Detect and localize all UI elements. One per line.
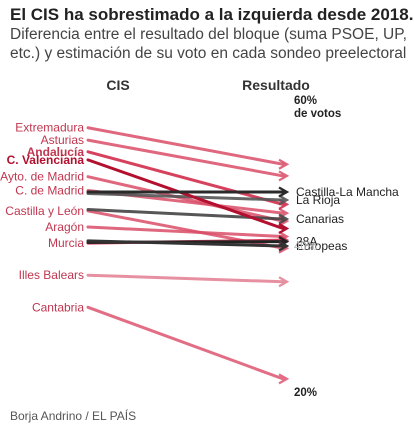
slope-line-ayto-de-madrid <box>86 175 285 223</box>
series-label-andalucia: Andalucía <box>27 145 85 159</box>
series-label-castilla-la-mancha: Castilla-La Mancha <box>296 185 399 199</box>
arrowhead-c-valenciana <box>278 223 290 234</box>
chart-title: El CIS ha sobrestimado a la izquierda de… <box>10 5 414 24</box>
series-label-cantabria: Cantabria <box>32 300 84 314</box>
chart-subtitle: Diferencia entre el resultado del bloque… <box>10 26 407 62</box>
slope-line-asturias <box>86 138 285 178</box>
y-tick-sublabel-60: de votos <box>294 108 341 120</box>
arrowhead-extremadura <box>278 158 290 170</box>
slope-line-europeas <box>86 239 285 248</box>
series-label-la-rioja: La Rioja <box>296 193 340 207</box>
y-tick-label-60: 60% <box>294 95 317 107</box>
slope-line-aragon <box>86 225 285 239</box>
axis-layer: 60%de votos 40% 20% <box>294 95 341 399</box>
slope-line-andalucia <box>86 150 285 206</box>
slope-line-illes-balears <box>86 273 285 284</box>
arrowhead-illes-balears <box>278 276 290 288</box>
series-label-c-valenciana: C. Valenciana <box>7 153 85 167</box>
series-label-asturias: Asturias <box>41 133 84 147</box>
series-label-europeas: Europeas <box>296 239 347 253</box>
series-label-aragon: Aragón <box>45 220 84 234</box>
arrowhead-cantabria <box>278 373 290 385</box>
series-label-28a: 28A <box>296 235 317 249</box>
slope-line-cantabria <box>86 305 285 381</box>
arrowhead-castilla-la-mancha <box>278 186 290 198</box>
right-column-label: Resultado <box>242 77 310 93</box>
source-credit: Borja Andrino / EL PAÍS <box>10 409 137 423</box>
y-tick-label-20: 20% <box>294 387 317 399</box>
slope-line-la-rioja <box>86 191 285 202</box>
arrowhead-europeas <box>278 240 290 252</box>
arrowhead-asturias <box>278 170 290 182</box>
arrowhead-la-rioja <box>278 194 290 206</box>
left-column-label: CIS <box>106 77 129 93</box>
series-label-castilla-y-leon: Castilla y León <box>5 204 84 218</box>
series-label-illes-balears: Illes Balears <box>19 268 84 282</box>
slope-line-c-valenciana <box>86 158 285 230</box>
series-label-extremadura: Extremadura <box>15 121 84 135</box>
series-label-c-de-madrid: C. de Madrid <box>15 184 84 198</box>
lines-layer <box>86 126 290 385</box>
series-label-ayto-de-madrid: Ayto. de Madrid <box>0 170 84 184</box>
series-label-murcia: Murcia <box>48 236 84 250</box>
arrowhead-canarias <box>278 213 290 225</box>
y-tick-label-40: 40% <box>294 241 317 253</box>
series-label-canarias: Canarias <box>296 212 344 226</box>
slope-line-extremadura <box>86 126 285 166</box>
